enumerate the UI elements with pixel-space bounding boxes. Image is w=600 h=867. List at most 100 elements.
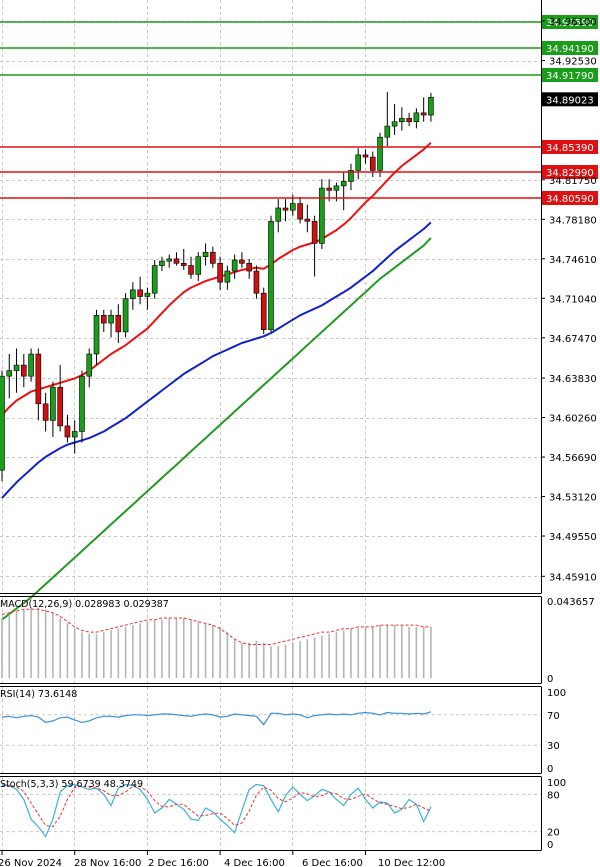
stoch-tick-label: 0 — [547, 840, 553, 851]
candle-body — [268, 220, 274, 330]
bull-candle — [319, 179, 325, 249]
candle-body — [115, 315, 122, 333]
support-level-label: 34.80590 — [546, 194, 594, 205]
candle-body — [413, 112, 420, 122]
candle-body — [86, 353, 93, 377]
candle-body — [384, 125, 391, 138]
macd-label: MACD(12,26,9) 0.028983 0.029387 — [0, 599, 169, 610]
candle-body — [28, 353, 34, 377]
bull-candle — [151, 259, 158, 299]
price-tick-label: 34.81750 — [549, 176, 597, 187]
bear-candle — [246, 258, 252, 279]
rsi-label: RSI(14) 73.6148 — [0, 689, 77, 700]
candle-body — [173, 258, 180, 264]
bull-candle — [202, 243, 209, 266]
mid-ma-line — [1, 221, 432, 499]
candle-body — [304, 218, 311, 222]
rsi-tick-label: 30 — [547, 741, 560, 752]
bull-candle — [122, 293, 129, 338]
frames — [0, 0, 542, 851]
bull-candle — [50, 381, 56, 438]
candle-body — [79, 375, 85, 432]
bear-candle — [35, 348, 42, 421]
candle-body — [326, 187, 332, 191]
bear-candle — [180, 248, 187, 270]
time-tick-label: 10 Dec 12:00 — [378, 858, 445, 867]
bull-candle — [13, 348, 20, 393]
candle-body — [93, 315, 100, 355]
candle-body — [253, 270, 260, 294]
candle-body — [137, 289, 143, 297]
price-tick-label: 34.96100 — [549, 17, 597, 28]
bull-candle — [195, 252, 202, 282]
bull-candle — [224, 265, 231, 290]
candle-body — [333, 185, 340, 191]
bull-candle — [275, 199, 282, 233]
price-levels: 34.96590 34.94190 34.91790 34.85390 34.82990… — [0, 15, 598, 205]
slow-ma-line — [1, 237, 432, 621]
price-tick-label: 34.74610 — [549, 255, 597, 266]
bull-candle — [377, 132, 383, 178]
bull-candle — [6, 354, 13, 399]
candle-body — [108, 315, 114, 324]
moving-averages — [1, 141, 432, 621]
bear-candle — [210, 246, 216, 268]
time-tick-label: 26 Nov 2024 — [0, 858, 62, 867]
candle-body — [297, 203, 303, 220]
candle-body — [224, 270, 231, 283]
candle-body — [362, 154, 369, 158]
candle-body — [13, 364, 20, 371]
bear-candle — [406, 112, 412, 127]
bear-candle — [420, 97, 427, 122]
candles — [0, 91, 434, 482]
candle-body — [202, 251, 209, 257]
bull-candle — [144, 287, 151, 310]
bull-candle — [166, 254, 173, 268]
candle-body — [420, 112, 427, 116]
bull-candle — [428, 92, 434, 122]
stoch-tick-label: 20 — [547, 828, 560, 839]
bull-candle — [108, 309, 114, 338]
support-level-tag — [542, 165, 598, 179]
candle-body — [355, 154, 362, 171]
rsi-tick-label: 70 — [547, 711, 560, 722]
time-tick-label: 2 Dec 16:00 — [148, 858, 209, 867]
bear-candle — [253, 265, 260, 299]
candle-body — [289, 203, 296, 211]
candle-body — [275, 207, 282, 222]
price-tick-label: 34.92530 — [549, 57, 597, 68]
bear-candle — [369, 151, 376, 178]
bear-candle — [217, 256, 223, 290]
rsi-tick-label: 100 — [547, 688, 566, 699]
candle-body — [406, 118, 412, 122]
candle-body — [35, 353, 42, 405]
resistance-level-label: 34.96590 — [546, 18, 594, 29]
candle-body — [246, 263, 252, 272]
candle-body — [180, 263, 187, 266]
bull-candle — [79, 370, 85, 443]
last-price-tag — [542, 92, 598, 107]
bear-candle — [260, 287, 267, 335]
price-tick-label: 34.56690 — [549, 453, 597, 464]
candle-body — [231, 259, 238, 272]
candle-body — [348, 170, 354, 182]
candle-body — [399, 118, 405, 122]
price-tick-label: 34.45910 — [549, 572, 597, 583]
price-tick-label: 34.67470 — [549, 334, 597, 345]
bear-candle — [362, 149, 369, 164]
price-tick-label: 34.78180 — [549, 215, 597, 226]
candle-body — [144, 292, 151, 297]
resistance-level-tag — [542, 68, 598, 82]
candle-body — [122, 298, 129, 333]
macd-panel: 0.043657 0 — [1, 597, 595, 685]
candle-body — [282, 207, 289, 211]
candle-body — [6, 370, 13, 377]
bear-candle — [100, 309, 107, 332]
candle-body — [57, 386, 63, 427]
bull-candle — [93, 309, 100, 366]
price-axis: 34.96100 34.92530 34.81750 34.78180 34.74610… — [541, 17, 598, 583]
candle-body — [151, 265, 158, 294]
stoch-d-line — [1, 784, 432, 828]
stoch-tick-label: 80 — [547, 790, 560, 801]
